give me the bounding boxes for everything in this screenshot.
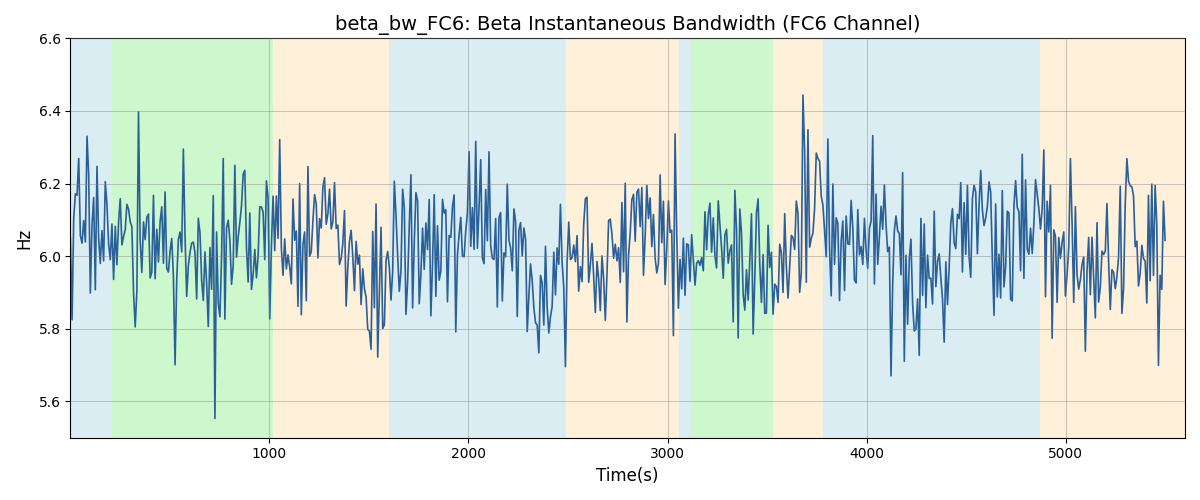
Title: beta_bw_FC6: Beta Instantaneous Bandwidth (FC6 Channel): beta_bw_FC6: Beta Instantaneous Bandwidt… bbox=[335, 15, 920, 35]
Bar bbox=[389, 38, 566, 438]
Bar bbox=[773, 38, 823, 438]
Bar bbox=[274, 38, 389, 438]
Y-axis label: Hz: Hz bbox=[14, 228, 32, 248]
Bar bbox=[823, 38, 1039, 438]
Bar bbox=[691, 38, 773, 438]
Bar bbox=[113, 38, 274, 438]
X-axis label: Time(s): Time(s) bbox=[596, 467, 659, 485]
Bar bbox=[1039, 38, 1184, 438]
Bar bbox=[679, 38, 691, 438]
Bar bbox=[566, 38, 679, 438]
Bar bbox=[71, 38, 113, 438]
